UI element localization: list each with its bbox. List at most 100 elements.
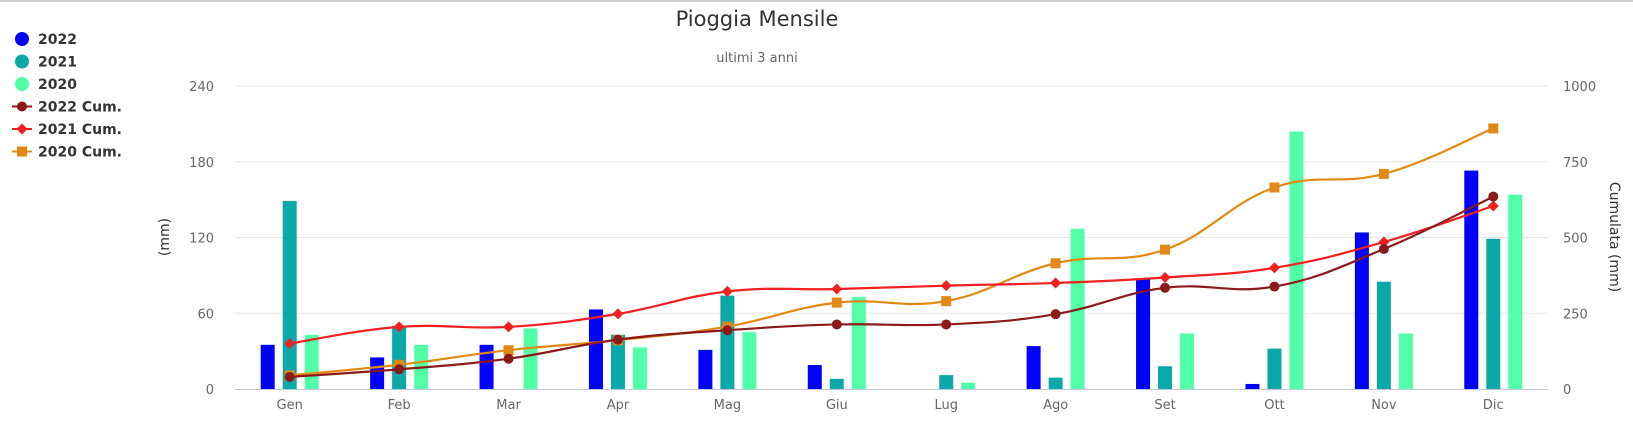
point-2021-cum-giu	[831, 283, 843, 295]
bar-2022-apr	[588, 309, 603, 389]
bar-2022-mag	[698, 349, 713, 389]
point-2022-cum-mag	[722, 325, 733, 336]
legend-symbol-2020	[15, 77, 29, 91]
gridlines	[235, 85, 1548, 314]
x-tick-label: Mar	[496, 398, 521, 413]
legend-label-2021: 2021	[38, 55, 77, 71]
bar-2020-nov	[1398, 333, 1413, 389]
point-2020-cum-lug	[941, 296, 952, 307]
bar-2022-giu	[807, 365, 822, 389]
y-right-tick-label: 1000	[1563, 80, 1596, 95]
x-tick-label: Nov	[1371, 398, 1397, 413]
point-2020-cum-nov	[1378, 168, 1389, 179]
legend-symbol-2021	[15, 54, 29, 69]
axes: 0 0 60 250 120 500 180 750 240 1000 Gen Feb Mar Apr Ma…	[189, 80, 1596, 413]
bar-2021-apr	[610, 334, 625, 389]
legend-symbol-2020-cum	[17, 146, 27, 157]
x-tick-label: Apr	[607, 398, 630, 413]
x-tick-label: Feb	[388, 398, 411, 413]
legend-symbol-2021-cum	[16, 123, 28, 135]
x-tick-label: Giu	[826, 398, 848, 413]
line-2022-cum	[289, 195, 1494, 378]
point-2021-cum-lug	[940, 280, 952, 292]
bar-2020-giu	[851, 296, 866, 389]
bar-2022-nov	[1354, 232, 1369, 389]
y-right-tick-label: 250	[1563, 307, 1588, 322]
legend-label-2020: 2020	[38, 77, 77, 93]
bar-2022-dic	[1464, 170, 1479, 389]
point-2020-cum-mar	[503, 345, 514, 356]
x-tick-label: Mag	[714, 398, 741, 413]
point-2022-cum-feb	[394, 364, 405, 375]
x-tick-label: Lug	[934, 398, 958, 413]
point-2022-cum-set	[1160, 282, 1171, 293]
bar-2020-apr	[632, 347, 647, 389]
bar-2022-set	[1136, 279, 1151, 389]
point-2021-cum-mar	[503, 321, 515, 333]
bar-2021-lug	[939, 375, 954, 389]
bar-2021-feb	[392, 325, 407, 389]
point-2021-cum-dic	[1487, 200, 1499, 212]
bar-2022-gen	[260, 344, 275, 389]
legend-symbol-2022-cum	[17, 101, 27, 112]
point-2020-cum-giu	[831, 297, 842, 308]
y-right-tick-label: 500	[1563, 232, 1588, 247]
point-2021-cum-apr	[612, 308, 624, 320]
y-left-tick-label: 240	[189, 80, 214, 95]
x-tick-label: Ott	[1264, 398, 1284, 413]
bar-2020-ott	[1289, 131, 1304, 389]
bar-series	[260, 131, 1523, 389]
point-2021-cum-gen	[284, 338, 296, 350]
point-2022-cum-nov	[1378, 244, 1389, 255]
bar-2021-giu	[829, 378, 844, 389]
y-left-tick-label: 60	[197, 307, 214, 322]
x-tick-label: Set	[1154, 398, 1175, 413]
legend-label-2021-cum: 2021 Cum.	[38, 122, 122, 138]
bar-2021-ago	[1048, 377, 1063, 389]
legend: 2022 2021 2020 2022 Cum. 2021 Cum. 2020 Cum.	[12, 32, 122, 161]
bar-2021-gen	[282, 200, 297, 389]
bar-2021-set	[1158, 366, 1173, 389]
bar-2022-feb	[370, 357, 385, 389]
point-2022-cum-lug	[941, 319, 952, 330]
bar-2020-gen	[304, 334, 319, 389]
bar-2020-mag	[742, 332, 757, 389]
point-2021-cum-ott	[1268, 262, 1280, 274]
bar-2021-dic	[1486, 238, 1501, 389]
point-2022-cum-ago	[1050, 309, 1061, 320]
line-2021-cum	[289, 204, 1494, 345]
point-2022-cum-giu	[831, 319, 842, 330]
chart-subtitle: ultimi 3 anni	[716, 51, 797, 66]
point-2021-cum-set	[1159, 271, 1171, 283]
top-border	[0, 0, 1633, 2]
point-2021-cum-ago	[1050, 277, 1062, 289]
point-2022-cum-apr	[612, 334, 623, 345]
x-tick-label: Dic	[1483, 398, 1504, 413]
point-2021-cum-mag	[721, 285, 733, 297]
x-tick-label: Ago	[1043, 398, 1068, 413]
point-2022-cum-mar	[503, 353, 514, 364]
line-2020-cum	[289, 127, 1494, 377]
point-2022-cum-ott	[1269, 281, 1280, 292]
x-tick-label: Gen	[277, 398, 303, 413]
bar-2022-ott	[1245, 383, 1260, 389]
y-axis-right-title: Cumulata (mm)	[1606, 182, 1622, 292]
y-right-tick-label: 0	[1563, 383, 1571, 398]
bar-2020-mar	[523, 328, 538, 389]
point-2021-cum-nov	[1378, 236, 1390, 248]
point-2020-cum-dic	[1488, 123, 1499, 134]
y-right-tick-label: 750	[1563, 156, 1588, 171]
line-series	[284, 123, 1499, 382]
legend-label-2022-cum: 2022 Cum.	[38, 100, 122, 116]
y-left-tick-label: 0	[206, 383, 214, 398]
bar-2021-ott	[1267, 348, 1282, 389]
bar-2022-ago	[1026, 346, 1041, 389]
legend-symbol-2022	[15, 32, 29, 46]
y-left-tick-label: 120	[189, 232, 214, 247]
point-2020-cum-set	[1160, 244, 1171, 255]
point-2020-cum-ago	[1050, 258, 1061, 269]
bar-2020-dic	[1508, 194, 1523, 389]
bar-2020-lug	[961, 382, 976, 389]
y-axis-left-title: (mm)	[157, 218, 173, 256]
